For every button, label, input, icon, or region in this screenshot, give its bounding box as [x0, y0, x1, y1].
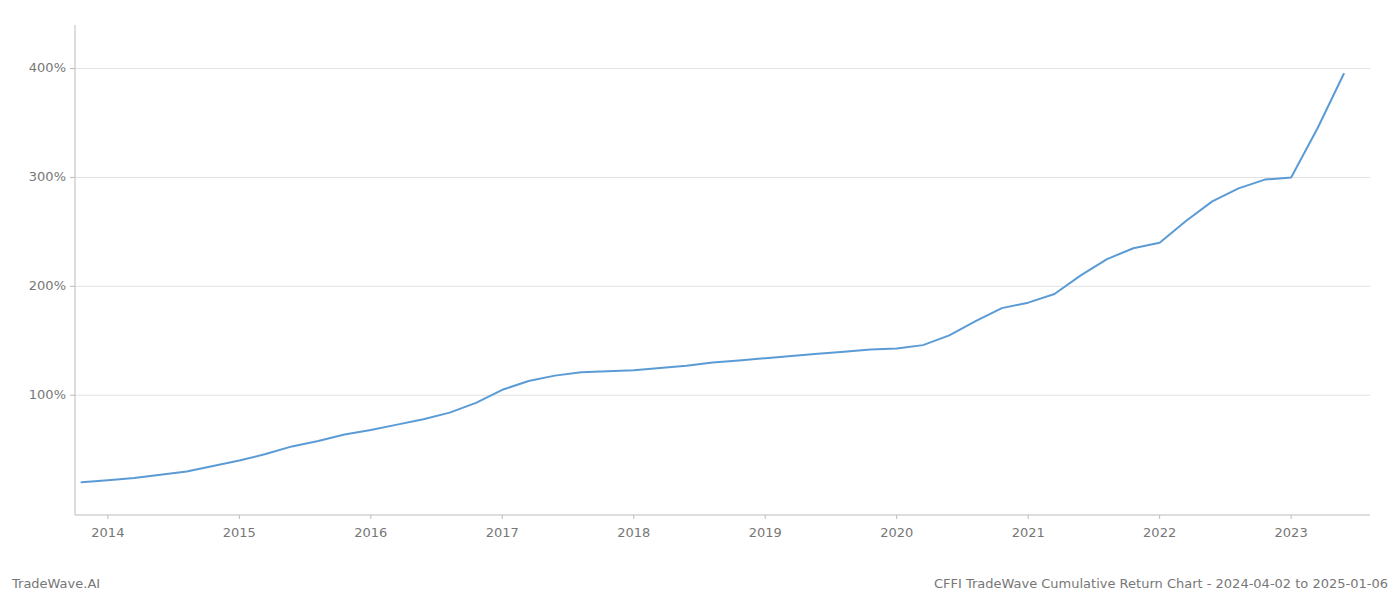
grid-line	[75, 68, 1370, 69]
grid-line	[75, 177, 1370, 178]
x-tick	[107, 515, 108, 519]
x-tick	[1028, 515, 1029, 519]
x-tick-label: 2016	[354, 525, 387, 540]
x-tick	[1291, 515, 1292, 519]
y-tick	[70, 395, 75, 396]
watermark: TradeWave.AI	[11, 576, 100, 591]
y-tick	[70, 286, 75, 287]
y-tick	[70, 68, 75, 69]
y-axis-line	[75, 25, 76, 515]
x-tick	[502, 515, 503, 519]
y-tick-label: 100%	[29, 387, 66, 402]
x-tick-label: 2019	[749, 525, 782, 540]
x-tick	[896, 515, 897, 519]
x-tick-label: 2020	[880, 525, 913, 540]
x-tick	[633, 515, 634, 519]
grid	[75, 69, 1370, 396]
x-tick-label: 2022	[1143, 525, 1176, 540]
chart: 100% 200% 300% 400% 2014 2015 2016 2017 2018 2019…	[0, 0, 1400, 600]
x-tick-label: 2017	[486, 525, 519, 540]
x-axis-line	[75, 515, 1370, 516]
y-tick-label: 300%	[29, 169, 66, 184]
x-tick-label: 2015	[223, 525, 256, 540]
grid-line	[75, 395, 1370, 396]
y-tick-label: 200%	[29, 278, 66, 293]
x-tick-label: 2014	[91, 525, 124, 540]
grid-line	[75, 286, 1370, 287]
x-tick-label: 2023	[1275, 525, 1308, 540]
x-tick-label: 2021	[1012, 525, 1045, 540]
plot-area	[82, 74, 1344, 482]
x-tick	[239, 515, 240, 519]
x-tick	[1159, 515, 1160, 519]
title: CFFI TradeWave Cumulative Return Chart -…	[934, 576, 1388, 591]
x-tick-label: 2018	[617, 525, 650, 540]
x-tick	[765, 515, 766, 519]
y-tick-label: 400%	[29, 60, 66, 75]
y-tick	[70, 177, 75, 178]
axes: 100% 200% 300% 400% 2014 2015 2016 2017 2018 2019…	[29, 25, 1370, 540]
x-tick	[370, 515, 371, 519]
line	[82, 74, 1344, 482]
